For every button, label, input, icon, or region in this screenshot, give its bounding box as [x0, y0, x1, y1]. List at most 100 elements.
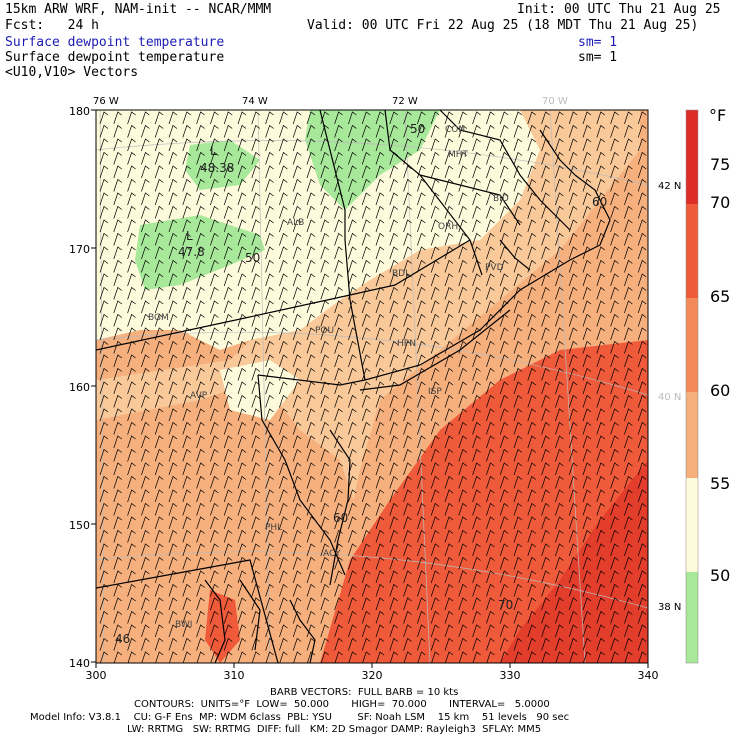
wind-barb — [320, 165, 330, 179]
wind-barb — [486, 502, 495, 516]
wind-barb — [251, 502, 261, 516]
wind-barb — [403, 219, 412, 233]
wind-barb — [210, 178, 219, 192]
wind-barb — [624, 624, 633, 638]
wind-barb — [568, 570, 578, 584]
wind-barb — [389, 354, 399, 368]
wind-barb — [348, 421, 357, 435]
wind-barb — [168, 246, 178, 260]
wind-barb — [610, 138, 619, 152]
wind-barb — [113, 516, 123, 530]
wind-barb — [306, 165, 316, 179]
wind-barb — [113, 111, 123, 125]
wind-barb — [403, 246, 412, 260]
wind-barb — [210, 583, 219, 597]
wind-barb — [251, 421, 261, 435]
wind-barb — [320, 637, 330, 651]
wind-barb — [486, 246, 495, 260]
wind-barb — [486, 286, 495, 300]
wind-barb — [182, 637, 192, 651]
wind-barb — [513, 489, 523, 503]
wind-barb — [513, 273, 523, 287]
wind-barb — [472, 516, 481, 530]
wind-barb — [624, 300, 633, 314]
wind-barb — [237, 259, 247, 273]
wind-barb — [513, 597, 523, 611]
wind-barb — [182, 502, 192, 516]
wind-barb — [430, 597, 440, 611]
wind-barb — [154, 448, 164, 462]
wind-barb — [292, 111, 302, 125]
wind-barb — [513, 286, 523, 300]
wind-barb — [279, 421, 288, 435]
wind-barb — [99, 502, 109, 516]
station-phl: PHL — [265, 523, 282, 533]
wind-barb — [486, 624, 495, 638]
wind-barb — [541, 340, 550, 354]
wind-barb — [624, 367, 633, 381]
wind-barb — [361, 219, 371, 233]
wind-barb — [334, 246, 343, 260]
wind-barb — [237, 408, 247, 422]
lat-label: 38 N — [658, 602, 681, 613]
wind-barb — [555, 340, 564, 354]
wind-barb — [444, 192, 454, 206]
wind-barb — [306, 124, 316, 138]
wind-barb — [637, 327, 647, 341]
wind-barb — [348, 354, 357, 368]
wind-barb — [582, 583, 592, 597]
wind-barb — [472, 259, 481, 273]
wind-barb — [513, 435, 523, 449]
wind-barb — [210, 556, 219, 570]
x-tick: 300 — [86, 669, 107, 682]
wind-barb — [113, 273, 123, 287]
colorbar-swatch — [686, 204, 698, 298]
wind-barb — [251, 273, 261, 287]
wind-barb — [127, 475, 136, 489]
wind-barb — [334, 502, 343, 516]
wind-barb — [582, 138, 592, 152]
wind-barb — [403, 408, 412, 422]
wind-barb — [141, 340, 150, 354]
wind-barb — [361, 367, 371, 381]
wind-barb — [168, 489, 178, 503]
wind-barb — [99, 205, 109, 219]
wind-barb — [223, 205, 233, 219]
wind-barb — [113, 124, 123, 138]
wind-barb — [389, 192, 399, 206]
wind-barb — [154, 367, 164, 381]
wind-barb — [417, 408, 426, 422]
wind-barb — [320, 408, 330, 422]
wind-barb — [610, 624, 619, 638]
wind-barb — [541, 178, 550, 192]
wind-barb — [196, 394, 205, 408]
wind-barb — [513, 516, 523, 530]
wind-barb — [154, 165, 164, 179]
wind-barbs — [99, 111, 647, 663]
wind-barb — [596, 124, 606, 138]
wind-barb — [223, 394, 233, 408]
wind-barb — [210, 354, 219, 368]
wind-barb — [196, 313, 205, 327]
wind-barb — [210, 408, 219, 422]
wind-barb — [499, 529, 509, 543]
wind-barb — [320, 138, 330, 152]
station-bwi: BWI — [175, 620, 192, 630]
wind-barb — [637, 340, 647, 354]
wind-barb — [568, 394, 578, 408]
wind-barb — [265, 556, 274, 570]
wind-barb — [403, 651, 412, 663]
wind-barb — [320, 556, 330, 570]
wind-barb — [127, 448, 136, 462]
wind-barb — [472, 165, 481, 179]
y-tick: 150 — [69, 519, 90, 532]
wind-barb — [334, 273, 343, 287]
wind-barb — [568, 192, 578, 206]
wind-barb — [127, 651, 136, 663]
wind-barb — [196, 462, 205, 476]
wind-barb — [403, 313, 412, 327]
wind-barb — [555, 178, 564, 192]
wind-barb — [499, 637, 509, 651]
wind-barb — [320, 340, 330, 354]
wind-barb — [444, 556, 454, 570]
